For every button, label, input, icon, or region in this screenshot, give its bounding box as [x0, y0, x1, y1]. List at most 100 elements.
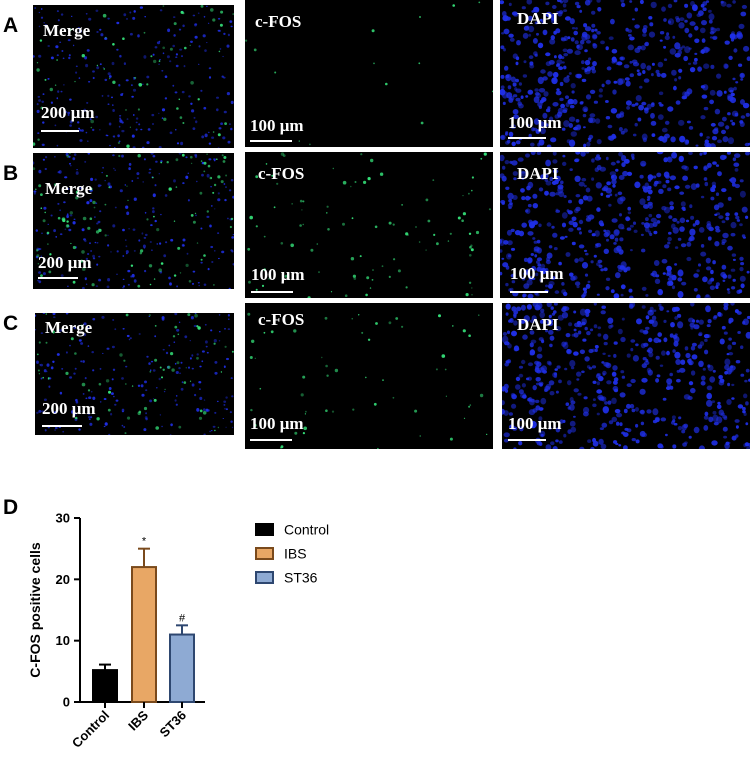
cfos-dot [217, 426, 220, 429]
nucleus-dot [111, 96, 113, 99]
nucleus-dot [694, 38, 700, 44]
nucleus-dot [503, 432, 510, 438]
nucleus-dot [169, 434, 172, 435]
cfos-dot [80, 324, 83, 327]
nucleus-dot [667, 20, 672, 24]
nucleus-dot [562, 3, 567, 8]
nucleus-dot [694, 219, 700, 226]
nucleus-dot [649, 232, 653, 237]
nucleus-dot [512, 53, 518, 59]
nucleus-dot [618, 223, 625, 230]
nucleus-dot [518, 441, 523, 446]
nucleus-dot [552, 159, 558, 164]
nucleus-dot [152, 123, 154, 125]
nucleus-dot [611, 48, 618, 54]
nucleus-dot [44, 168, 47, 170]
cfos-dot [196, 242, 199, 244]
nucleus-dot [579, 446, 585, 449]
nucleus-dot [82, 286, 85, 289]
cfos-dot [155, 426, 159, 430]
nucleus-dot [530, 253, 534, 256]
nucleus-dot [60, 13, 64, 16]
nucleus-dot [693, 273, 699, 278]
cfos-dot [35, 188, 37, 191]
nucleus-dot [223, 400, 227, 403]
nucleus-dot [734, 183, 740, 189]
cfos-dot [212, 131, 215, 133]
nucleus-dot [43, 369, 47, 373]
cfos-dot [271, 174, 274, 177]
nucleus-dot [582, 287, 587, 291]
cfos-dot [324, 316, 328, 320]
cfos-dot [149, 283, 152, 286]
nucleus-dot [509, 160, 513, 164]
nucleus-dot [515, 61, 519, 66]
nucleus-dot [725, 125, 730, 130]
cfos-dot [302, 223, 304, 226]
nucleus-dot [169, 282, 172, 286]
nucleus-dot [592, 61, 597, 67]
cfos-dot [405, 286, 408, 289]
nucleus-dot [576, 378, 580, 381]
cfos-dot [350, 185, 352, 188]
cfos-dot [436, 242, 439, 246]
nucleus-dot [574, 258, 579, 263]
nucleus-dot [592, 380, 597, 384]
cfos-dot [382, 379, 384, 381]
nucleus-dot [526, 304, 532, 310]
nucleus-dot [133, 250, 136, 252]
nucleus-dot [561, 289, 566, 295]
nucleus-dot [123, 62, 126, 65]
nucleus-dot [119, 54, 122, 58]
x-tick-label: ST36 [157, 708, 190, 741]
cfos-dot [213, 284, 215, 286]
nucleus-dot [645, 326, 650, 330]
nucleus-dot [650, 120, 657, 126]
nucleus-dot [743, 393, 748, 399]
cfos-dot [140, 249, 144, 253]
nucleus-dot [150, 224, 153, 227]
cfos-dot [197, 326, 201, 330]
nucleus-dot [562, 161, 567, 166]
cfos-dot [216, 158, 218, 160]
nucleus-dot [605, 277, 611, 281]
nucleus-dot [663, 319, 667, 323]
nucleus-dot [710, 27, 717, 34]
nucleus-dot [86, 102, 89, 104]
nucleus-dot [591, 177, 595, 181]
nucleus-dot [635, 343, 639, 347]
nucleus-dot [507, 240, 513, 246]
nucleus-dot [743, 45, 750, 52]
nucleus-dot [616, 160, 620, 164]
nucleus-dot [78, 77, 81, 79]
cfos-dot [385, 82, 388, 86]
nucleus-dot [196, 353, 199, 356]
nucleus-dot [597, 394, 604, 400]
nucleus-dot [588, 348, 594, 354]
nucleus-dot [515, 97, 521, 102]
nucleus-dot [61, 50, 64, 52]
nucleus-dot [131, 134, 135, 138]
nucleus-dot [56, 10, 59, 13]
nucleus-dot [731, 435, 737, 441]
nucleus-dot [649, 306, 654, 311]
nucleus-dot [746, 446, 750, 449]
nucleus-dot [661, 6, 666, 12]
nucleus-dot [742, 406, 746, 411]
nucleus-dot [107, 94, 110, 98]
nucleus-dot [584, 59, 591, 66]
nucleus-dot [581, 370, 585, 374]
nucleus-dot [90, 391, 93, 393]
nucleus-dot [148, 168, 152, 171]
cfos-dot [185, 367, 187, 369]
nucleus-dot [168, 276, 171, 280]
nucleus-dot [521, 170, 526, 174]
nucleus-dot [707, 364, 711, 368]
nucleus-dot [161, 117, 164, 119]
nucleus-dot [214, 371, 218, 375]
nucleus-dot [640, 45, 646, 51]
cfos-dot [74, 416, 78, 420]
cfos-dot [125, 313, 129, 317]
nucleus-dot [618, 127, 623, 132]
nucleus-dot [664, 35, 670, 41]
